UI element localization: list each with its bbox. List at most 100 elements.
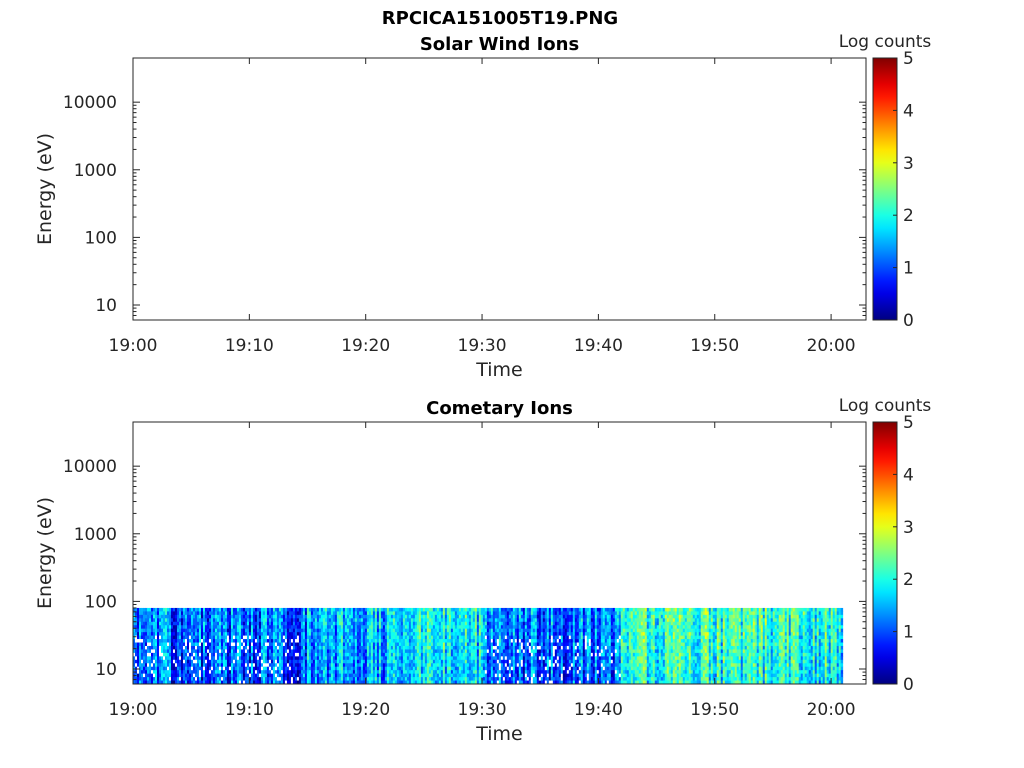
heatmap-cell [310,645,314,650]
heatmap-cell [360,611,364,616]
heatmap-cell [496,628,500,633]
heatmap-cell [434,621,438,626]
heatmap-cell [252,659,256,664]
heatmap-cell [143,621,146,626]
heatmap-cell [436,645,440,650]
heatmap-cell [390,649,394,654]
heatmap-cell [226,635,230,640]
heatmap-cell [572,652,576,657]
heatmap-cell [528,670,532,675]
heatmap-cell [374,670,378,675]
heatmap-cell [514,628,518,633]
heatmap-cell [406,645,410,650]
heatmap-cell [220,611,224,616]
heatmap-cell [516,652,520,657]
heatmap-cell [198,607,202,612]
heatmap-cell [178,663,182,668]
heatmap-cell [306,607,310,612]
heatmap-cell [194,614,198,619]
heatmap-cell [222,680,226,685]
heatmap-cell [500,645,504,650]
heatmap-cell [572,673,576,678]
heatmap-cell [536,677,540,681]
heatmap-cell [316,645,320,650]
heatmap-cell [428,659,432,664]
heatmap-cell [408,652,412,657]
heatmap-cell [282,652,286,657]
heatmap-cell [414,666,418,671]
heatmap-cell [382,614,386,619]
heatmap-cell [188,632,192,636]
heatmap-cell [320,670,324,675]
heatmap-cell [178,670,182,675]
heatmap-cell [250,656,254,661]
heatmap-cell [446,635,450,640]
heatmap-cell [204,652,208,657]
heatmap-cell [354,649,358,654]
heatmap-cell [146,621,150,626]
heatmap-cell [260,618,264,623]
heatmap-cell [406,642,410,647]
heatmap-cell [294,611,298,616]
heatmap-cell [158,614,162,619]
heatmap-cell [266,656,270,661]
heatmap-cell [398,607,402,612]
heatmap-cell [532,625,536,630]
heatmap-cell [462,618,466,623]
heatmap-cell [464,673,468,678]
heatmap-cell [214,639,218,643]
heatmap-cell [248,639,252,643]
heatmap-cell [524,663,528,668]
heatmap-cell [354,670,358,675]
heatmap-cell [480,642,484,647]
heatmap-cell [282,618,286,623]
heatmap-cell [488,618,492,623]
heatmap-cell [536,666,540,671]
heatmap-cell [360,639,364,643]
heatmap-cell [212,607,216,612]
heatmap-cell [510,639,514,643]
heatmap-cell [300,659,304,664]
heatmap-cell [330,656,334,661]
heatmap-cell [176,670,180,675]
heatmap-cell [546,621,550,626]
heatmap-cell [220,666,224,671]
heatmap-cell [414,649,418,654]
heatmap-cell [162,670,166,675]
heatmap-cell [510,663,514,668]
heatmap-cell [352,625,356,630]
heatmap-cell [426,663,430,668]
heatmap-cell [484,614,488,619]
heatmap-cell [510,670,514,675]
heatmap-cell [422,663,426,668]
heatmap-cell [256,618,260,623]
heatmap-cell [182,673,186,678]
heatmap-cell [460,659,464,664]
heatmap-cell [330,680,334,685]
heatmap-cell [244,645,248,650]
heatmap-cell [542,642,546,647]
heatmap-cell [472,677,476,681]
heatmap-cell [298,628,302,633]
heatmap-cell [464,645,468,650]
heatmap-cell [206,607,210,612]
heatmap-cell [262,618,266,623]
heatmap-cell [158,628,162,633]
heatmap-cell [310,625,314,630]
heatmap-cell [572,639,576,643]
heatmap-cell [514,635,518,640]
heatmap-cell [164,639,168,643]
heatmap-cell [270,670,274,675]
heatmap-cell [218,625,222,630]
heatmap-cell [272,635,276,640]
heatmap-cell [568,635,572,640]
heatmap-cell [382,670,386,675]
heatmap-cell [508,656,512,661]
heatmap-cell [436,621,440,626]
heatmap-cell [148,666,152,671]
heatmap-cell [316,659,320,664]
heatmap-cell [398,614,402,619]
heatmap-cell [145,677,148,681]
heatmap-cell [438,649,442,654]
heatmap-cell [270,611,274,616]
